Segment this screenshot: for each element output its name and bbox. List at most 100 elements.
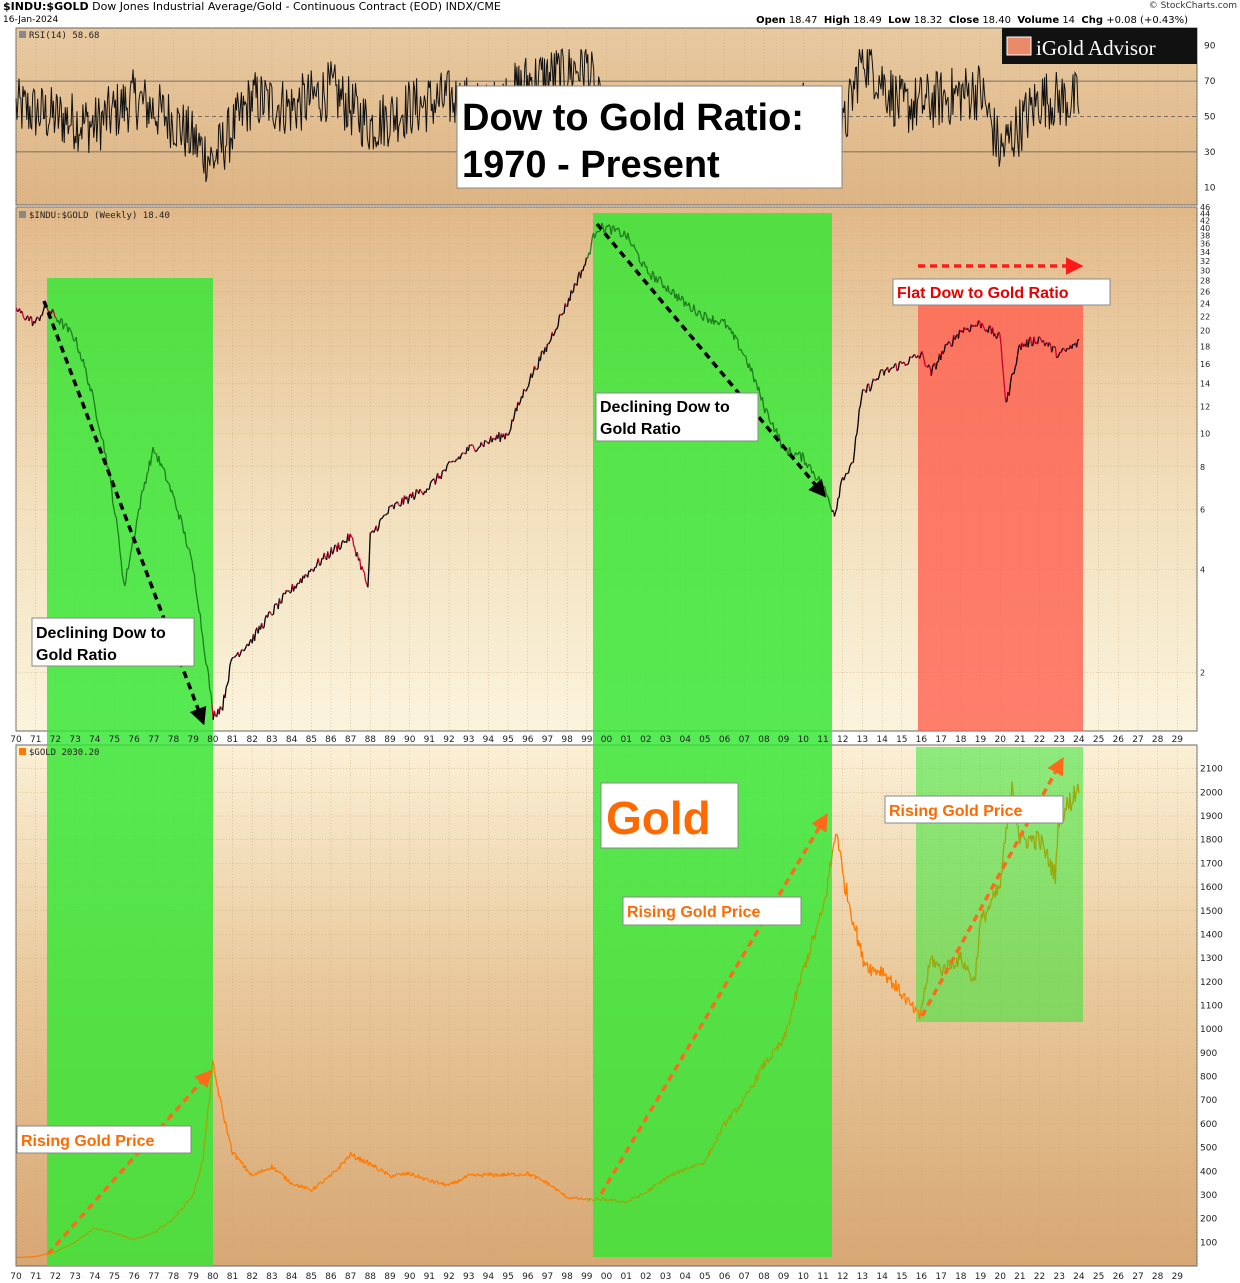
- gold-segment: [469, 1173, 471, 1176]
- gold-segment: [627, 1199, 630, 1202]
- gold-segment: [1041, 838, 1045, 846]
- ratio-segment: [579, 269, 583, 279]
- ratio-y-ticks: 2468101214161820222426283032343638404244…: [1200, 203, 1210, 678]
- gold-segment: [641, 1193, 644, 1196]
- ratio-segment: [1016, 347, 1020, 356]
- gold-segment: [914, 1006, 918, 1011]
- ratio-segment: [1006, 391, 1009, 402]
- ratio-segment: [36, 316, 39, 319]
- gold-segment: [77, 1238, 80, 1242]
- ratio-segment: [904, 363, 907, 367]
- ratio-segment: [714, 319, 717, 322]
- ratio-segment: [954, 336, 957, 340]
- gold-segment: [814, 929, 817, 940]
- ratio-segment: [206, 665, 210, 674]
- ratio-segment: [1058, 351, 1061, 356]
- ratio-segment: [180, 517, 184, 525]
- ratio-tick-label: 40: [1200, 224, 1210, 233]
- gold-segment: [628, 1199, 631, 1202]
- gold-segment: [409, 1173, 412, 1176]
- gold-segment: [220, 1098, 223, 1105]
- gold-segment: [732, 1108, 736, 1112]
- gold-segment: [74, 1241, 77, 1244]
- gold-segment: [149, 1232, 152, 1235]
- x-tick-label: 99: [581, 735, 593, 745]
- gold-segment: [792, 996, 796, 1009]
- gold-segment: [95, 1227, 98, 1230]
- x-tick-label: 71: [30, 735, 41, 745]
- ratio-segment: [794, 452, 798, 455]
- ratio-segment: [1051, 346, 1054, 353]
- gold-segment: [989, 898, 992, 906]
- gold-segment: [364, 1159, 368, 1164]
- gold-segment: [256, 1172, 259, 1175]
- ratio-segment: [420, 490, 423, 494]
- ratio-segment: [623, 230, 627, 236]
- gold-segment: [61, 1247, 64, 1249]
- ratio-segment: [928, 364, 931, 368]
- gold-segment: [81, 1235, 84, 1239]
- gold-segment: [845, 882, 849, 903]
- x-tick-label: 94: [483, 735, 495, 745]
- ratio-segment: [225, 684, 228, 688]
- ratio-segment: [191, 560, 194, 571]
- gold-segment: [327, 1175, 330, 1178]
- x-tick-label: 85: [306, 1272, 317, 1282]
- gold-segment: [799, 971, 803, 983]
- x-tick-label: 85: [306, 735, 317, 745]
- gold-segment: [181, 1207, 184, 1210]
- gold-segment: [969, 972, 972, 979]
- gold-segment: [400, 1173, 403, 1176]
- gold-tick-label: 1400: [1200, 931, 1223, 941]
- gold-segment: [834, 833, 837, 842]
- ratio-segment: [470, 444, 473, 446]
- gold-segment: [992, 890, 995, 894]
- ratio-segment: [556, 325, 559, 330]
- annotation-rising-2-bg: [622, 896, 802, 926]
- ratio-tick-label: 32: [1200, 257, 1210, 266]
- gold-segment: [367, 1162, 370, 1166]
- gold-segment: [118, 1233, 121, 1236]
- gold-segment: [982, 909, 986, 915]
- gold-segment: [375, 1166, 378, 1170]
- ratio-segment: [574, 282, 577, 286]
- gold-segment: [339, 1163, 342, 1169]
- ratio-segment: [870, 383, 873, 390]
- ratio-segment: [203, 647, 206, 657]
- ratio-segment: [957, 329, 961, 339]
- x-tick-label: 13: [857, 1272, 868, 1282]
- ratio-segment: [943, 344, 947, 351]
- ratio-segment: [356, 552, 360, 561]
- ratio-segment: [823, 485, 826, 488]
- ratio-segment: [491, 438, 494, 443]
- ratio-segment: [153, 452, 156, 454]
- ratio-segment: [131, 540, 134, 549]
- ratio-segment: [42, 306, 45, 312]
- ratio-segment: [803, 455, 806, 465]
- ratio-segment: [1013, 367, 1016, 375]
- gold-segment: [643, 1192, 646, 1195]
- gold-segment: [99, 1228, 101, 1231]
- gold-segment: [281, 1173, 284, 1175]
- ratio-segment: [878, 370, 882, 376]
- ratio-segment: [334, 544, 337, 547]
- gold-segment: [960, 951, 963, 962]
- gold-segment: [192, 1192, 195, 1195]
- x-tick-label: 90: [404, 1272, 416, 1282]
- gold-segment: [1074, 794, 1077, 802]
- annotation-flat-text: Flat Dow to Gold Ratio: [897, 285, 1069, 302]
- ratio-segment: [869, 388, 872, 392]
- ratio-segment: [930, 367, 934, 376]
- gold-segment: [830, 856, 833, 867]
- ratio-segment: [806, 464, 810, 469]
- ratio-segment: [112, 503, 115, 510]
- x-tick-label: 22: [1034, 735, 1045, 745]
- gold-tick-label: 600: [1200, 1120, 1217, 1130]
- gold-segment: [323, 1178, 326, 1182]
- gold-segment: [261, 1169, 264, 1172]
- gold-segment: [58, 1248, 61, 1251]
- ratio-segment: [836, 498, 839, 509]
- gold-segment: [191, 1193, 194, 1198]
- ratio-segment: [193, 573, 197, 588]
- ratio-segment: [120, 560, 123, 575]
